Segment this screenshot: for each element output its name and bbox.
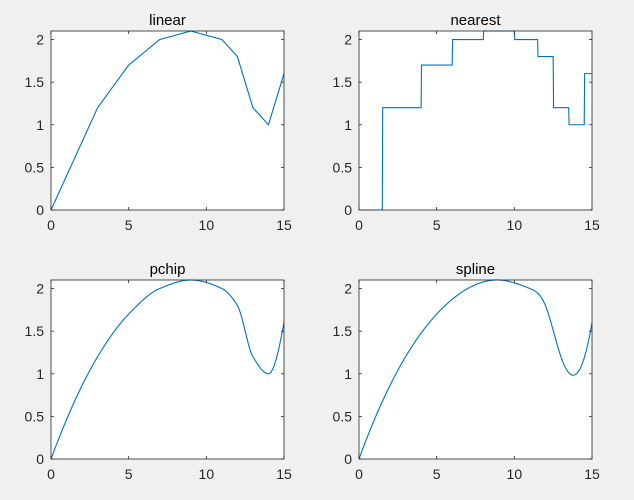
y-tick-label: 1 xyxy=(344,117,352,133)
axes-box xyxy=(50,279,285,460)
axes-box xyxy=(358,30,593,211)
y-tick-label: 2 xyxy=(36,281,44,297)
y-tick-label: 1 xyxy=(344,366,352,382)
axes-box xyxy=(358,279,593,460)
subplot-linear: 0 5 10 15 0 0.5 1 1.5 2 linear xyxy=(25,12,292,233)
y-tick-label: 1.5 xyxy=(333,323,353,339)
x-tick-label: 0 xyxy=(47,466,55,482)
subplot-title: nearest xyxy=(450,12,501,29)
y-tick-label: 2 xyxy=(344,281,352,297)
x-tick-label: 0 xyxy=(47,217,55,233)
series-line-pchip xyxy=(51,279,284,459)
subplot-title: linear xyxy=(149,12,186,29)
subplot-nearest: 0 5 10 15 0 0.5 1 1.5 2 nearest xyxy=(333,12,600,233)
axes-background xyxy=(359,31,592,210)
subplot-title: pchip xyxy=(150,261,186,278)
x-tick-label: 10 xyxy=(507,217,523,233)
series-line-linear xyxy=(51,30,284,210)
y-tick-label: 0 xyxy=(344,202,352,218)
y-tick-label: 1 xyxy=(36,366,44,382)
y-tick-label: 0.5 xyxy=(333,408,353,424)
x-tick-label: 15 xyxy=(276,466,292,482)
subplot-title: spline xyxy=(456,261,495,278)
x-tick-label: 15 xyxy=(276,217,292,233)
x-tick-label: 10 xyxy=(199,466,215,482)
series-line-nearest xyxy=(359,30,592,210)
axes-background xyxy=(359,280,592,459)
axes-background xyxy=(51,31,284,210)
x-tick-label: 0 xyxy=(355,217,363,233)
y-tick-label: 2 xyxy=(344,32,352,48)
subplot-pchip: 0 5 10 15 0 0.5 1 1.5 2 pchip xyxy=(25,261,292,482)
x-tick-label: 5 xyxy=(125,217,133,233)
x-tick-label: 5 xyxy=(433,466,441,482)
x-tick-label: 15 xyxy=(584,217,600,233)
axes-box xyxy=(50,30,285,211)
y-tick-label: 0.5 xyxy=(25,408,45,424)
x-tick-label: 0 xyxy=(355,466,363,482)
y-tick-label: 1 xyxy=(36,117,44,133)
x-tick-label: 5 xyxy=(433,217,441,233)
subplot-spline: 0 5 10 15 0 0.5 1 1.5 2 spline xyxy=(333,261,600,482)
y-tick-label: 0 xyxy=(36,451,44,467)
y-tick-label: 0 xyxy=(36,202,44,218)
series-line-spline xyxy=(359,279,592,459)
y-tick-label: 1.5 xyxy=(333,74,353,90)
y-tick-label: 2 xyxy=(36,32,44,48)
x-tick-label: 10 xyxy=(199,217,215,233)
x-tick-label: 5 xyxy=(125,466,133,482)
y-tick-label: 0.5 xyxy=(333,159,353,175)
y-tick-label: 1.5 xyxy=(25,323,45,339)
y-tick-label: 0 xyxy=(344,451,352,467)
x-tick-label: 15 xyxy=(584,466,600,482)
axes-background xyxy=(51,280,284,459)
y-tick-label: 1.5 xyxy=(25,74,45,90)
x-tick-label: 10 xyxy=(507,466,523,482)
y-tick-label: 0.5 xyxy=(25,159,45,175)
